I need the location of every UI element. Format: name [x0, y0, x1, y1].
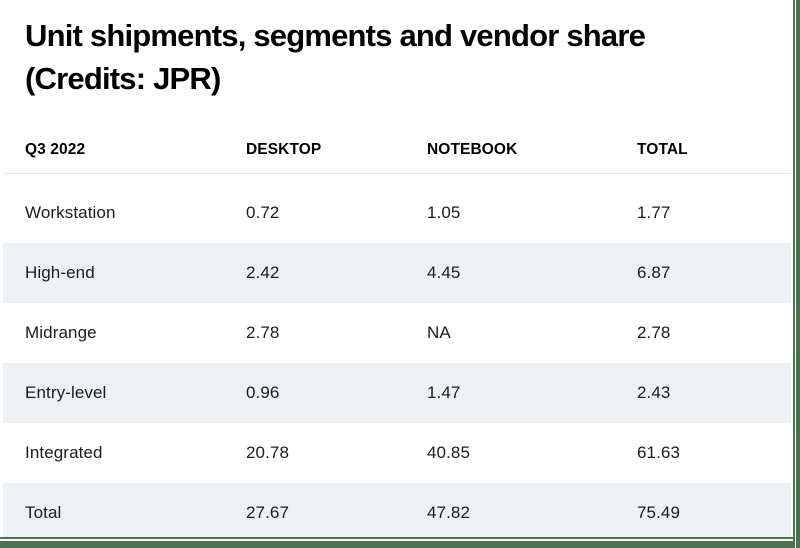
column-header-quarter: Q3 2022 — [25, 141, 86, 158]
table-row-workstation: Workstation 0.72 1.05 1.77 — [3, 183, 791, 243]
row-label: High-end — [25, 263, 95, 282]
table-cell-total: 1.77 — [637, 203, 671, 222]
row-label: Midrange — [25, 323, 97, 342]
column-header-total: TOTAL — [637, 141, 688, 158]
row-label: Entry-level — [25, 383, 107, 402]
table-row-high-end: High-end 2.42 4.45 6.87 — [3, 243, 791, 303]
figure-title: Unit shipments, segments and vendor shar… — [25, 14, 800, 100]
table-cell-total: 2.43 — [637, 383, 671, 402]
table-cell-notebook: 1.05 — [427, 203, 461, 222]
row-label: Integrated — [25, 443, 103, 462]
table-cell-desktop: 27.67 — [246, 503, 290, 522]
figure-title-line-1: Unit shipments, segments and vendor shar… — [25, 18, 646, 53]
row-label: Total — [25, 503, 62, 522]
column-header-notebook: NOTEBOOK — [427, 141, 518, 158]
table-cell-notebook: 4.45 — [427, 263, 461, 282]
table-cell-desktop: 0.96 — [246, 383, 280, 402]
table-cell-notebook: 47.82 — [427, 503, 471, 522]
table-cell-notebook: 40.85 — [427, 443, 471, 462]
table-cell-desktop: 2.78 — [246, 323, 280, 342]
table-cell-desktop: 20.78 — [246, 443, 290, 462]
header-gap — [3, 174, 791, 183]
table-cell-notebook: NA — [427, 323, 451, 342]
table-cell-total: 61.63 — [637, 443, 681, 462]
row-label: Workstation — [25, 203, 116, 222]
table-cell-total: 6.87 — [637, 263, 671, 282]
table-row-entry-level: Entry-level 0.96 1.47 2.43 — [3, 363, 791, 423]
table-row-integrated: Integrated 20.78 40.85 61.63 — [3, 423, 791, 483]
table-cell-total: 75.49 — [637, 503, 681, 522]
shipments-table: Q3 2022 DESKTOP NOTEBOOK TOTAL Workstati… — [3, 140, 791, 543]
table-cell-desktop: 0.72 — [246, 203, 280, 222]
table-header-row: Q3 2022 DESKTOP NOTEBOOK TOTAL — [3, 140, 791, 174]
table-row-total: Total 27.67 47.82 75.49 — [3, 483, 791, 543]
table-cell-desktop: 2.42 — [246, 263, 280, 282]
figure-title-line-2: (Credits: JPR) — [25, 61, 221, 96]
column-header-desktop: DESKTOP — [246, 141, 322, 158]
page-edge-accent-right — [793, 0, 800, 548]
table-row-midrange: Midrange 2.78 NA 2.78 — [3, 303, 791, 363]
page-edge-accent-bottom — [0, 537, 800, 548]
table-cell-notebook: 1.47 — [427, 383, 461, 402]
table-cell-total: 2.78 — [637, 323, 671, 342]
